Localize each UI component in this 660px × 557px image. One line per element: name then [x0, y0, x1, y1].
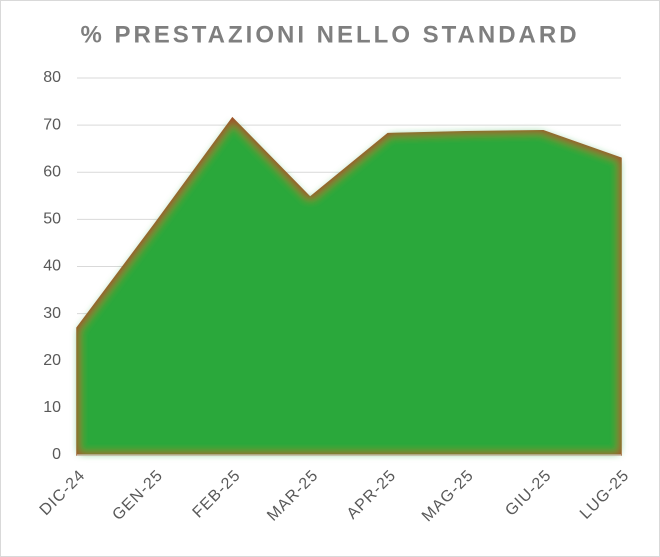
- y-tick-label: 70: [43, 116, 61, 133]
- y-tick-label: 20: [43, 352, 61, 369]
- y-tick-label: 80: [43, 69, 61, 86]
- y-tick-label: 50: [43, 211, 61, 228]
- y-tick-label: 30: [43, 305, 61, 322]
- chart-title: % PRESTAZIONI NELLO STANDARD: [80, 21, 579, 48]
- y-tick-label: 60: [43, 163, 61, 180]
- y-tick-label: 40: [43, 258, 61, 275]
- y-tick-label: 10: [43, 399, 61, 416]
- y-tick-label: 0: [52, 446, 61, 463]
